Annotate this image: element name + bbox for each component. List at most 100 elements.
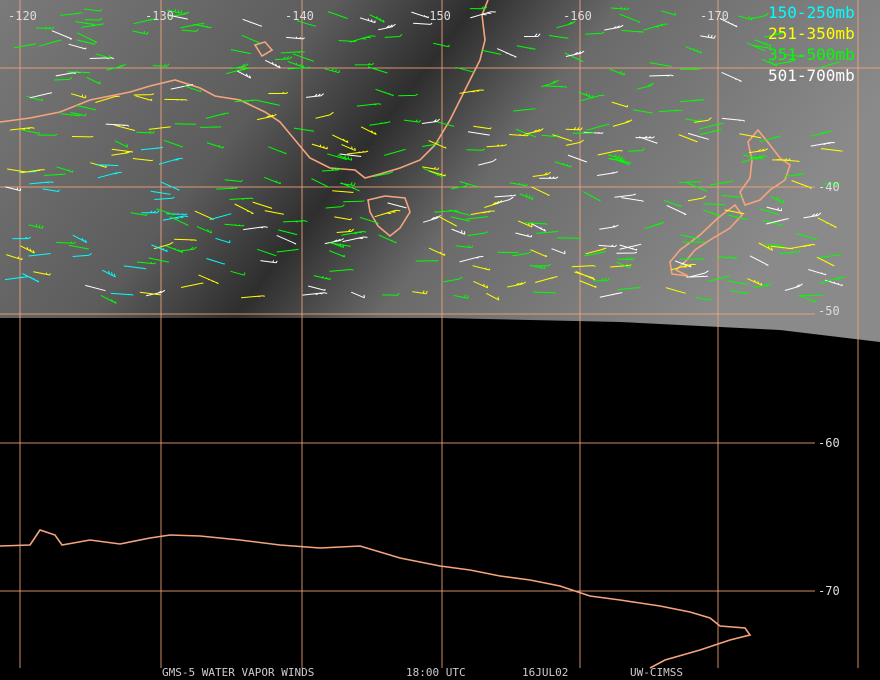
wind-barb [687, 182, 708, 192]
wind-barb [36, 26, 55, 30]
wind-barb [473, 280, 489, 289]
wind-barb [296, 20, 316, 27]
wind-barb [472, 265, 491, 271]
wind-barb [325, 204, 345, 209]
wind-barb [459, 181, 479, 188]
wind-barb [324, 238, 345, 245]
wind-barb [422, 166, 440, 170]
wind-barb [779, 250, 801, 255]
wind-barb [539, 176, 559, 179]
wind-barb [478, 158, 497, 166]
wind-barb [206, 258, 225, 265]
wind-barb [739, 133, 762, 139]
wind-barb [727, 280, 748, 285]
wind-barb [336, 228, 355, 233]
tasmania-coast [367, 195, 411, 238]
wind-barb [752, 44, 772, 49]
wind-barb [243, 226, 268, 231]
wind-barb [230, 49, 252, 55]
wind-barb [311, 178, 330, 188]
wind-barb [565, 127, 583, 131]
longitude-label: -130 [145, 9, 174, 23]
wind-barb [770, 245, 793, 250]
wind-barb [33, 271, 51, 276]
longitude-label: -120 [8, 9, 37, 23]
footer-time: 18:00 UTC [406, 666, 466, 679]
wind-barb [382, 292, 400, 296]
wind-barb [515, 232, 532, 238]
wind-barb [84, 17, 102, 21]
wind-barb [76, 104, 97, 111]
wind-barb [398, 93, 418, 97]
wind-barb [686, 275, 708, 278]
wind-barb [292, 53, 314, 62]
wind-barb [753, 283, 772, 288]
wind-barb [758, 242, 774, 251]
wind-barb [532, 171, 551, 177]
wind-barb [29, 92, 53, 99]
wind-barb [783, 173, 805, 177]
wind-barb [666, 204, 687, 215]
wind-barb [598, 244, 617, 248]
wind-barb [216, 187, 238, 190]
wind-barb [467, 231, 489, 237]
wind-barb [633, 109, 653, 114]
wind-barb [241, 295, 265, 299]
wind-barb [347, 150, 369, 155]
wind-barb [796, 233, 818, 241]
wind-barb [241, 34, 261, 44]
wind-barb [160, 181, 180, 191]
wind-barb [70, 112, 87, 117]
wind-barb [609, 68, 625, 76]
wind-barb [234, 99, 259, 103]
wind-barb [77, 32, 98, 43]
wind-barb [140, 146, 163, 151]
wind-barb [148, 257, 170, 263]
wind-barb [470, 11, 496, 19]
wind-barb [820, 148, 843, 152]
wind-barb [257, 248, 277, 257]
wind-barb [703, 203, 726, 206]
wind-barb [111, 148, 134, 153]
wind-barb [619, 13, 641, 23]
wind-barb [403, 119, 421, 123]
wind-barb [685, 118, 702, 122]
wind-barb [730, 290, 749, 295]
wind-barb [552, 134, 573, 142]
wind-barb [56, 241, 76, 244]
wind-barb [141, 210, 160, 214]
wind-barb [687, 132, 709, 140]
wind-barb [283, 220, 308, 223]
legend: 150-250mb 251-350mb 351-500mb 501-700mb [768, 3, 855, 85]
wind-barb [530, 186, 550, 196]
wind-barb [229, 197, 254, 200]
wind-barb [540, 79, 559, 88]
wind-barb [486, 292, 500, 301]
wind-barb [225, 67, 250, 75]
coastlines [0, 0, 791, 669]
wind-barb [785, 54, 805, 58]
wind-barb [750, 12, 769, 20]
wind-barb [803, 212, 822, 219]
wind-barb [636, 82, 655, 90]
wind-barb [139, 291, 161, 296]
wind-barb [374, 209, 401, 218]
wind-barb [264, 59, 281, 69]
wind-barb [280, 51, 305, 54]
footer-product: GMS-5 WATER VAPOR WINDS [162, 666, 314, 679]
wind-barb [76, 39, 96, 45]
wind-barb [21, 129, 40, 134]
wind-barb [384, 33, 403, 38]
legend-entry: 150-250mb [768, 3, 855, 22]
wind-barb [51, 30, 73, 40]
wind-barb [276, 248, 299, 253]
wind-barb [293, 127, 315, 132]
wind-barb [459, 256, 484, 263]
wind-barb [110, 292, 134, 296]
wind-barb [762, 219, 783, 226]
wind-barb [148, 126, 171, 130]
wind-barb [234, 203, 254, 215]
